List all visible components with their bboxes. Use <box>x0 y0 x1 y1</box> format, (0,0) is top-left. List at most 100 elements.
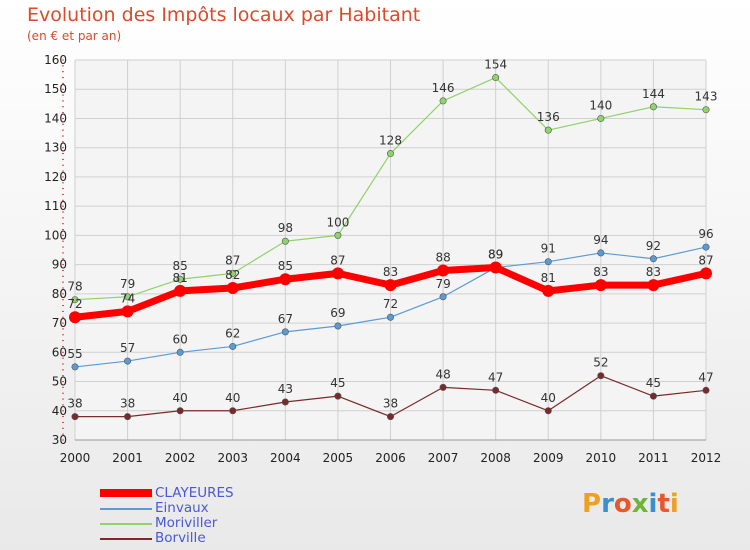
data-label-borville: 40 <box>173 391 188 405</box>
y-tick-label: 80 <box>52 287 67 301</box>
legend-swatch-moriviller <box>100 523 152 525</box>
point-borville <box>544 407 552 415</box>
point-einvaux <box>649 255 657 263</box>
point-einvaux <box>176 348 184 356</box>
chart-subtitle: (en € et par an) <box>27 29 122 43</box>
data-label-clayeures: 72 <box>67 297 82 311</box>
data-label-moriviller: 85 <box>173 259 188 273</box>
point-einvaux <box>229 342 237 350</box>
point-borville <box>439 383 447 391</box>
x-tick-label: 2003 <box>217 451 248 465</box>
legend-label-borville: Borville <box>155 530 206 546</box>
data-label-borville: 38 <box>67 397 82 411</box>
legend-label-clayeures: CLAYEURES <box>155 485 234 501</box>
logo-letter: t <box>657 489 670 519</box>
y-tick-label: 110 <box>44 199 67 213</box>
point-einvaux <box>71 363 79 371</box>
data-label-moriviller: 144 <box>642 87 665 101</box>
x-tick-label: 2008 <box>480 451 511 465</box>
data-label-einvaux: 89 <box>488 248 503 262</box>
point-clayeures <box>384 279 397 292</box>
point-moriviller <box>649 103 657 111</box>
data-label-moriviller: 154 <box>484 58 507 72</box>
data-label-borville: 47 <box>698 370 713 384</box>
data-label-moriviller: 143 <box>695 90 718 104</box>
point-moriviller <box>702 106 710 114</box>
point-clayeures <box>700 267 712 280</box>
x-tick-label: 2001 <box>112 451 143 465</box>
logo-letter: o <box>613 489 632 519</box>
chart-title: Evolution des Impôts locaux par Habitant <box>27 4 421 26</box>
point-moriviller <box>597 114 605 122</box>
data-label-einvaux: 60 <box>173 332 188 346</box>
point-clayeures <box>437 264 450 277</box>
point-clayeures <box>331 267 344 280</box>
proxiti-logo: Proxiti <box>582 489 679 519</box>
y-tick-label: 130 <box>44 141 67 155</box>
y-tick-label: 90 <box>52 258 67 272</box>
x-tick-label: 2010 <box>586 451 617 465</box>
legend-swatch-clayeures <box>100 489 152 497</box>
point-clayeures <box>69 311 81 324</box>
point-moriviller <box>229 269 237 277</box>
data-label-moriviller: 140 <box>589 98 612 112</box>
data-label-clayeures: 74 <box>120 291 135 305</box>
y-tick-label: 120 <box>44 170 67 184</box>
data-label-einvaux: 96 <box>698 227 713 241</box>
point-borville <box>176 407 184 415</box>
logo-letter: P <box>582 489 602 519</box>
data-label-borville: 38 <box>120 397 135 411</box>
data-label-einvaux: 72 <box>383 297 398 311</box>
data-label-clayeures: 85 <box>278 259 293 273</box>
data-label-einvaux: 79 <box>435 277 450 291</box>
data-label-borville: 45 <box>646 376 661 390</box>
point-moriviller <box>439 97 447 105</box>
data-label-borville: 47 <box>488 370 503 384</box>
point-moriviller <box>281 237 289 245</box>
data-label-clayeures: 81 <box>173 271 188 285</box>
point-moriviller <box>334 231 342 239</box>
legend-swatch-einvaux <box>100 508 152 510</box>
data-label-moriviller: 79 <box>120 277 135 291</box>
legend-swatch-borville <box>100 538 152 540</box>
data-label-clayeures: 82 <box>225 268 240 282</box>
point-borville <box>334 392 342 400</box>
point-einvaux <box>597 249 605 257</box>
point-clayeures <box>226 282 239 294</box>
point-moriviller <box>176 275 184 283</box>
data-label-borville: 40 <box>225 391 240 405</box>
data-label-moriviller: 136 <box>537 110 560 124</box>
point-moriviller <box>71 296 79 304</box>
point-einvaux <box>544 258 552 266</box>
data-label-clayeures: 87 <box>330 253 345 267</box>
y-tick-label: 160 <box>44 53 67 67</box>
x-tick-label: 2002 <box>165 451 196 465</box>
data-label-moriviller: 98 <box>278 221 293 235</box>
data-label-clayeures: 88 <box>435 250 450 264</box>
y-tick-label: 140 <box>44 111 67 125</box>
data-label-borville: 43 <box>278 382 293 396</box>
data-label-moriviller: 78 <box>67 280 82 294</box>
y-tick-label: 30 <box>52 433 67 447</box>
y-tick-label: 100 <box>44 228 67 242</box>
x-tick-label: 2004 <box>270 451 301 465</box>
x-tick-label: 2007 <box>428 451 459 465</box>
point-borville <box>229 407 237 415</box>
logo-letter: i <box>648 489 658 519</box>
x-tick-label: 2011 <box>638 451 669 465</box>
data-label-moriviller: 128 <box>379 134 402 148</box>
data-label-moriviller: 100 <box>326 215 349 229</box>
point-clayeures <box>647 279 660 292</box>
point-einvaux <box>439 293 447 301</box>
data-label-einvaux: 67 <box>278 312 293 326</box>
point-einvaux <box>386 313 394 321</box>
point-borville <box>492 386 500 394</box>
data-label-einvaux: 92 <box>646 239 661 253</box>
point-borville <box>386 413 394 421</box>
point-moriviller <box>492 74 500 82</box>
y-tick-label: 40 <box>52 404 67 418</box>
point-einvaux <box>281 328 289 336</box>
point-moriviller <box>124 293 132 301</box>
data-label-einvaux: 94 <box>593 233 608 247</box>
